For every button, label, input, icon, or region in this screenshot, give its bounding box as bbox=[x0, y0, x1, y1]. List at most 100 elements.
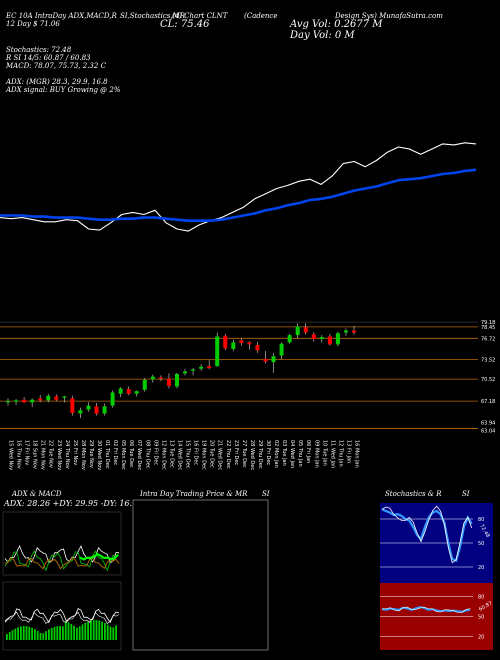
macd-histogram-bar bbox=[62, 626, 64, 640]
candle bbox=[255, 341, 260, 353]
macd-histogram-bar bbox=[112, 627, 115, 640]
macd-histogram-bar bbox=[115, 625, 117, 640]
close-label: CL: 75.46 bbox=[160, 19, 210, 30]
candle bbox=[46, 393, 51, 403]
candle-body bbox=[134, 391, 139, 394]
candle-body bbox=[102, 406, 107, 414]
candle bbox=[14, 399, 19, 405]
candle bbox=[102, 403, 107, 416]
avg-volume: Avg Vol: 0.2677 M bbox=[290, 19, 383, 30]
macd-histogram-bar bbox=[11, 630, 14, 640]
rsi-reading: R SI 14/5: 60.87 / 60.83 bbox=[6, 54, 91, 62]
candle-body bbox=[271, 356, 276, 363]
plus-di-line bbox=[4, 544, 120, 564]
x-tick-label: 01 Thu Dec bbox=[104, 440, 110, 469]
x-tick-label: 02 Mon Jan bbox=[273, 440, 279, 468]
minus-di-line bbox=[4, 550, 120, 572]
candle bbox=[118, 387, 123, 398]
x-tick-label: 17 Fri Nov bbox=[24, 440, 30, 465]
x-tick-label: 15 Thu Dec bbox=[185, 440, 191, 469]
stoch-d-line bbox=[381, 505, 473, 564]
adx-panel-title: ADX & MACD bbox=[12, 490, 62, 498]
ema-line-panel bbox=[0, 142, 477, 232]
x-tick-label: 22 Thu Dec bbox=[225, 440, 231, 469]
macd-histogram-bar bbox=[36, 630, 39, 640]
macd-histogram-bar bbox=[39, 632, 42, 640]
x-tick-label: 28 Wed Dec bbox=[249, 440, 255, 470]
x-tick-label: 21 Wed Dec bbox=[217, 440, 223, 470]
x-tick-label: 22 Tue Nov bbox=[48, 440, 54, 468]
stoch-level-label: 50 bbox=[478, 541, 484, 547]
candle bbox=[215, 332, 220, 367]
header-line2: 12 Day $ 71.06 bbox=[6, 20, 60, 28]
candle bbox=[110, 390, 115, 408]
adx-trend-line bbox=[79, 552, 119, 561]
candle-body bbox=[191, 369, 196, 371]
x-tick-label: 30 Fri Dec bbox=[265, 440, 271, 465]
macd-histogram-bar bbox=[73, 625, 75, 640]
macd-histogram-bar bbox=[67, 622, 70, 640]
rsi-line bbox=[381, 606, 471, 613]
macd-histogram-bar bbox=[25, 626, 28, 640]
candle-body bbox=[231, 342, 236, 349]
candle-body bbox=[158, 377, 163, 379]
macd-histogram-bar bbox=[78, 626, 81, 640]
candle-body bbox=[255, 345, 260, 351]
candle-body bbox=[54, 396, 59, 400]
candle-body bbox=[343, 330, 348, 333]
candle-body bbox=[150, 376, 155, 380]
x-tick-label: 06 Tue Dec bbox=[128, 440, 134, 468]
candle-body bbox=[287, 335, 292, 343]
x-tick-label: 07 Wed Dec bbox=[136, 440, 142, 470]
candle-body bbox=[199, 366, 204, 369]
macd-histogram-bar bbox=[70, 623, 73, 640]
candle bbox=[231, 339, 236, 351]
macd-histogram-bar bbox=[84, 622, 87, 640]
price-line bbox=[0, 142, 477, 232]
candle-body bbox=[22, 399, 27, 403]
macd-histogram-bar bbox=[22, 626, 25, 640]
candle bbox=[126, 386, 131, 396]
macd-histogram-bar bbox=[56, 626, 59, 640]
price-level-label: 63.94 bbox=[481, 421, 495, 427]
candle-body bbox=[295, 326, 300, 336]
intraday-panel-title: Intra Day Trading Price & MR bbox=[140, 490, 248, 498]
candle bbox=[303, 323, 308, 335]
candle-body bbox=[166, 378, 171, 386]
adx-signal: ADX signal: BUY Growing @ 2% bbox=[6, 86, 121, 94]
x-tick-label: 02 Fri Dec bbox=[112, 440, 118, 465]
header-line1-b: SI,Stochastics,MR bbox=[120, 12, 186, 20]
x-tick-label: 10 Tue Jan bbox=[321, 440, 327, 466]
candle bbox=[191, 368, 196, 376]
x-tick-label: 25 Fri Nov bbox=[72, 440, 78, 465]
macd-histogram-bar bbox=[87, 621, 89, 640]
x-tick-label: 16 Thu Nov bbox=[16, 440, 22, 469]
x-tick-label: 05 Mon Dec bbox=[120, 440, 126, 470]
candle-body bbox=[319, 337, 324, 340]
macd-histogram-bar bbox=[101, 621, 103, 640]
candle bbox=[54, 394, 59, 402]
macd-histogram-bar bbox=[6, 634, 8, 640]
x-tick-label: 18 Sun Nov bbox=[32, 440, 38, 469]
x-tick-label: 15 Wed Nov bbox=[8, 440, 14, 470]
header-title: EC 10A IntraDay ADX,MACD,R bbox=[6, 12, 117, 20]
candle-body bbox=[30, 399, 35, 403]
candle-body bbox=[6, 401, 10, 403]
macd-signal-line bbox=[4, 611, 120, 625]
macd-histogram-bar bbox=[104, 623, 106, 640]
price-level-label: 79.18 bbox=[481, 320, 495, 326]
candle bbox=[150, 374, 155, 383]
candle-body bbox=[239, 340, 244, 344]
x-tick-label: 16 Mon Jan bbox=[354, 440, 360, 468]
candle bbox=[38, 395, 43, 403]
x-tick-label: 12 Mon Dec bbox=[160, 440, 166, 470]
stoch-reading: Stochastics: 72.48 bbox=[6, 46, 72, 54]
candle bbox=[335, 331, 340, 347]
candle bbox=[271, 352, 276, 373]
candle-body bbox=[118, 388, 123, 394]
candle-body bbox=[174, 374, 179, 387]
candle-body bbox=[14, 400, 19, 402]
candle bbox=[207, 360, 212, 370]
stoch-level-label: 20 bbox=[478, 565, 484, 571]
